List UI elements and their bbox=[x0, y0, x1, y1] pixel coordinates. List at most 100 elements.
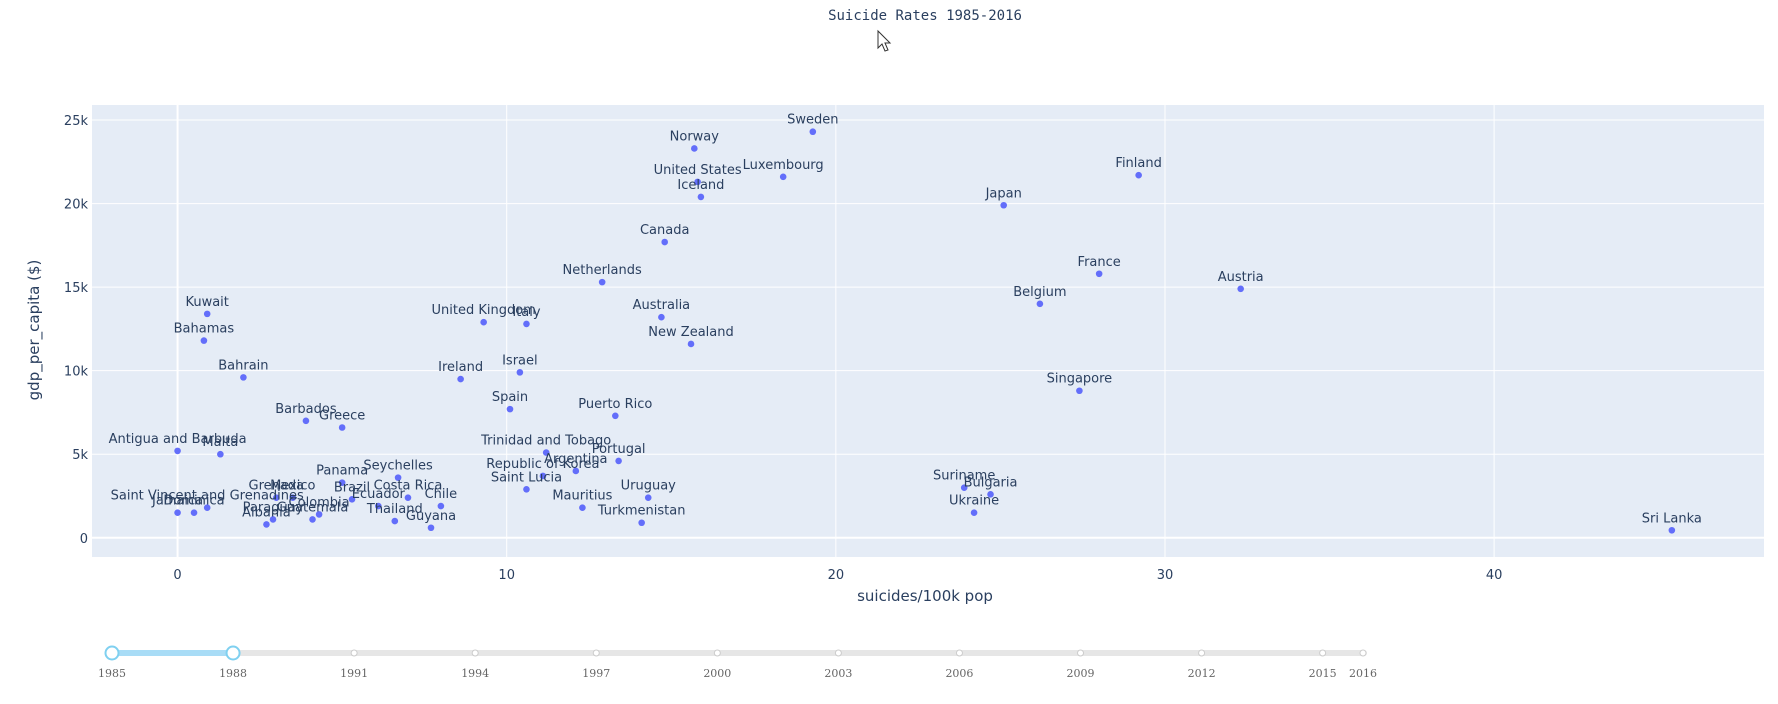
data-point[interactable] bbox=[542, 449, 550, 456]
data-point[interactable] bbox=[1076, 387, 1083, 395]
slider-step-label[interactable]: 1994 bbox=[461, 667, 489, 680]
data-point[interactable] bbox=[523, 486, 530, 493]
slider-step-label[interactable]: 1985 bbox=[98, 667, 126, 680]
data-point[interactable] bbox=[579, 504, 586, 512]
data-point[interactable] bbox=[960, 484, 968, 491]
data-point[interactable] bbox=[338, 424, 346, 431]
data-point[interactable] bbox=[598, 278, 606, 286]
data-point[interactable] bbox=[457, 375, 464, 383]
data-point[interactable] bbox=[970, 509, 978, 517]
data-point[interactable] bbox=[615, 457, 622, 465]
data-point[interactable] bbox=[1000, 201, 1008, 209]
slider-step-label[interactable]: 2016 bbox=[1349, 667, 1377, 680]
slider-step-label[interactable]: 1988 bbox=[219, 667, 247, 680]
data-point[interactable] bbox=[394, 474, 402, 481]
data-point[interactable] bbox=[203, 310, 211, 318]
data-point[interactable] bbox=[661, 238, 668, 246]
data-point-label: Saint Lucia bbox=[491, 470, 562, 485]
data-point[interactable] bbox=[691, 145, 698, 152]
data-point[interactable] bbox=[516, 369, 524, 376]
data-point[interactable] bbox=[658, 313, 665, 321]
slider-step-tick[interactable] bbox=[1077, 649, 1085, 657]
data-point[interactable] bbox=[1668, 526, 1676, 534]
slider-step-tick[interactable] bbox=[834, 649, 842, 657]
data-point[interactable] bbox=[572, 467, 580, 475]
slider-step-label[interactable]: 2003 bbox=[824, 667, 852, 680]
slider-step-tick[interactable] bbox=[1319, 649, 1327, 657]
year-slider[interactable]: 1985 1988 1991 1994 1997 2000 2003 2006 2009 2012… bbox=[98, 645, 1377, 681]
slider-step-label[interactable]: 1997 bbox=[582, 667, 610, 680]
slider-step-label[interactable]: 2015 bbox=[1309, 667, 1337, 680]
data-point[interactable] bbox=[480, 318, 487, 326]
data-point-label: Mauritius bbox=[552, 489, 612, 504]
data-point[interactable] bbox=[1135, 171, 1142, 179]
data-point[interactable] bbox=[1036, 300, 1044, 308]
slider-step-label[interactable]: 2009 bbox=[1067, 667, 1095, 680]
slider-step-label[interactable]: 2012 bbox=[1188, 667, 1216, 680]
data-point[interactable] bbox=[391, 517, 399, 525]
data-point[interactable] bbox=[687, 340, 695, 348]
data-point[interactable] bbox=[289, 494, 297, 501]
data-point[interactable] bbox=[1095, 270, 1103, 278]
slider-track[interactable] bbox=[108, 650, 1367, 656]
data-point[interactable] bbox=[338, 479, 346, 486]
x-tick-label: 0 bbox=[173, 568, 181, 583]
data-point[interactable] bbox=[263, 521, 270, 528]
data-point[interactable] bbox=[302, 417, 310, 425]
slider-step-tick[interactable] bbox=[592, 649, 600, 657]
slider-step-tick[interactable] bbox=[713, 649, 721, 657]
slider-step-tick[interactable] bbox=[350, 649, 358, 657]
data-point[interactable] bbox=[697, 193, 705, 201]
data-point[interactable] bbox=[203, 504, 211, 512]
data-point-label: Panama bbox=[316, 464, 368, 479]
data-point-label: Suriname bbox=[933, 469, 995, 484]
data-point[interactable] bbox=[523, 320, 530, 328]
data-point[interactable] bbox=[506, 405, 514, 413]
data-point-label: Thailand bbox=[366, 502, 423, 517]
slider-step-tick[interactable] bbox=[1198, 649, 1206, 657]
data-point[interactable] bbox=[644, 494, 652, 501]
data-point[interactable] bbox=[437, 502, 445, 510]
data-point[interactable] bbox=[309, 516, 316, 523]
data-point[interactable] bbox=[190, 509, 198, 517]
data-points bbox=[174, 128, 1676, 534]
mouse-cursor-icon bbox=[877, 29, 892, 52]
data-point-label: Republic of Korea bbox=[486, 457, 599, 472]
data-point[interactable] bbox=[269, 516, 277, 523]
data-point[interactable] bbox=[200, 337, 208, 344]
slider-step-label[interactable]: 2006 bbox=[945, 667, 973, 680]
data-point[interactable] bbox=[612, 412, 619, 420]
slider-step-label[interactable]: 1991 bbox=[340, 667, 368, 680]
data-point[interactable] bbox=[348, 496, 356, 503]
slider-step-tick[interactable] bbox=[1359, 649, 1367, 657]
slider-start-handle[interactable] bbox=[104, 645, 120, 661]
data-point[interactable] bbox=[809, 128, 817, 136]
data-point-label: Belgium bbox=[1013, 285, 1066, 300]
data-point-label: Sri Lanka bbox=[1642, 511, 1702, 526]
data-point[interactable] bbox=[174, 447, 181, 455]
data-point[interactable] bbox=[427, 524, 435, 532]
slider-step-tick[interactable] bbox=[955, 649, 963, 657]
data-point[interactable] bbox=[315, 511, 323, 518]
slider-step-label[interactable]: 2000 bbox=[703, 667, 731, 680]
data-point[interactable] bbox=[217, 450, 224, 458]
data-point[interactable] bbox=[987, 491, 994, 498]
data-point[interactable] bbox=[779, 173, 787, 181]
data-point[interactable] bbox=[240, 374, 247, 381]
data-point[interactable] bbox=[174, 509, 181, 517]
data-point[interactable] bbox=[375, 502, 382, 510]
data-point-label: Colombia bbox=[289, 495, 350, 510]
slider-current-handle[interactable] bbox=[225, 645, 241, 661]
data-point[interactable] bbox=[638, 519, 645, 527]
data-point[interactable] bbox=[694, 178, 701, 186]
data-point-label: Sweden bbox=[787, 113, 838, 128]
data-point[interactable] bbox=[1237, 285, 1244, 293]
data-point-label: Costa Rica bbox=[374, 479, 443, 494]
data-point[interactable] bbox=[404, 494, 412, 501]
slider-step-tick[interactable] bbox=[471, 649, 479, 657]
data-point[interactable] bbox=[273, 494, 280, 501]
data-point-label: Barbados bbox=[275, 402, 337, 417]
data-point-label: United Kingdom bbox=[431, 303, 535, 318]
data-point[interactable] bbox=[539, 472, 547, 480]
